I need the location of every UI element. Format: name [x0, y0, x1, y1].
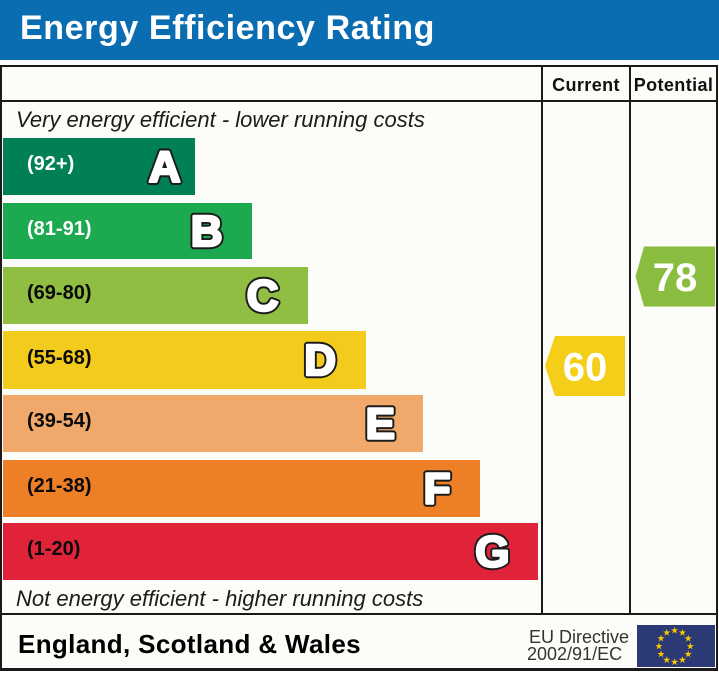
svg-text:B: B [191, 207, 223, 256]
svg-text:E: E [366, 400, 395, 449]
svg-text:G: G [475, 528, 509, 577]
svg-text:C: C [247, 272, 279, 321]
svg-text:E: E [366, 400, 395, 449]
svg-text:B: B [191, 207, 223, 256]
svg-text:D: D [304, 336, 336, 385]
svg-text:A: A [149, 143, 181, 192]
svg-text:D: D [304, 336, 336, 385]
svg-text:A: A [149, 143, 181, 192]
svg-text:G: G [475, 528, 509, 577]
svg-text:78: 78 [653, 256, 698, 300]
svg-text:F: F [424, 465, 451, 514]
svg-text:60: 60 [563, 346, 608, 390]
svg-text:F: F [424, 465, 451, 514]
svg-text:C: C [247, 272, 279, 321]
